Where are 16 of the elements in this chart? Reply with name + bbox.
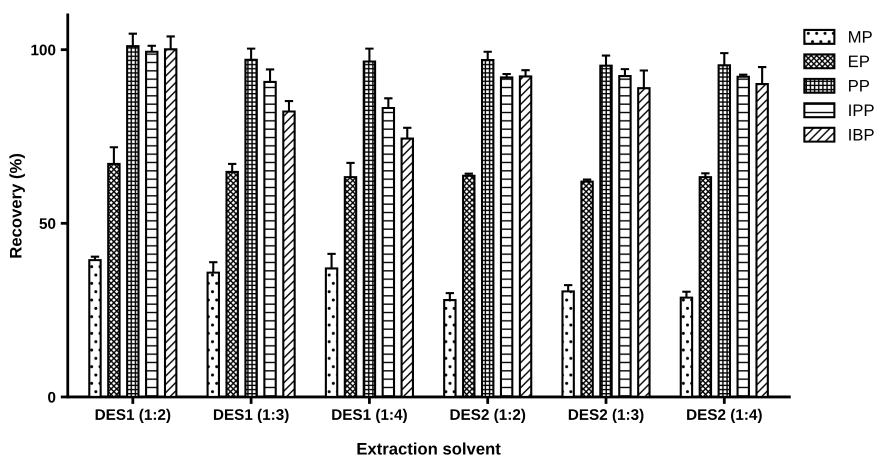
y-tick-label: 50 — [39, 218, 56, 229]
legend-label: IPP — [849, 104, 874, 116]
x-tick-label: DES1 (1:3) — [214, 408, 289, 423]
x-axis-title: Extraction solvent — [357, 442, 501, 455]
legend-label: IBP — [849, 128, 874, 140]
x-tick-label: DES2 (1:4) — [687, 408, 762, 423]
legend-label: PP — [849, 80, 870, 92]
y-tick-label: 100 — [31, 44, 56, 56]
y-tick-label: 0 — [48, 392, 56, 403]
x-tick-label: DES2 (1:3) — [568, 408, 644, 423]
legend-label: EP — [849, 56, 870, 68]
x-tick-label: DES1 (1:4) — [332, 408, 407, 423]
x-tick-label: DES1 (1:2) — [96, 408, 170, 423]
legend-label: MP — [849, 31, 872, 43]
y-axis-title: Recovery (%) — [9, 154, 25, 258]
x-tick-label: DES2 (1:2) — [450, 408, 526, 423]
